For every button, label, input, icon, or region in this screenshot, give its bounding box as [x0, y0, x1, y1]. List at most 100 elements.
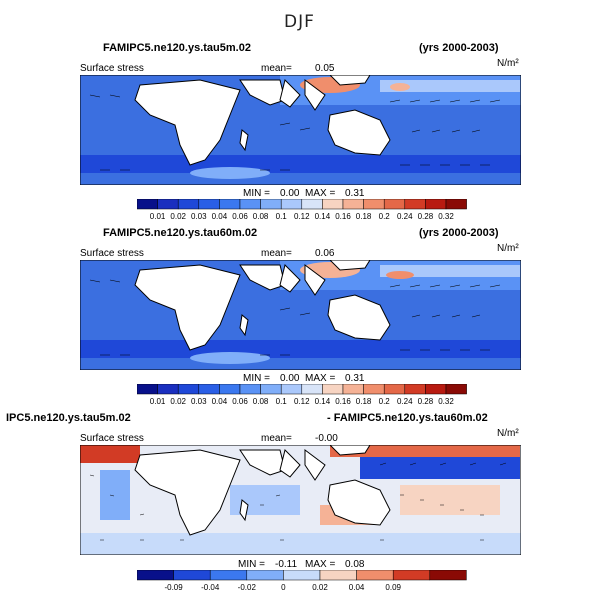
- panel2-max-label: MAX =: [305, 373, 336, 384]
- panel1-land-seasia: [304, 79, 326, 111]
- panel1-vectors: [89, 94, 501, 171]
- colorbar-swatch: [363, 384, 385, 395]
- panel3-anom-northwest: [80, 445, 140, 463]
- colorbar-swatch: [209, 570, 248, 581]
- panel1-units: N/m²: [497, 58, 519, 69]
- panel3-anom-south: [80, 533, 521, 555]
- panel1-land-india: [279, 79, 301, 108]
- panel3-min-value: -0.11: [275, 559, 298, 570]
- colorbar-swatch: [322, 199, 344, 210]
- panel2-vectors: [89, 279, 501, 356]
- colorbar-tick-label: 0.32: [438, 212, 454, 221]
- colorbar-swatch: [383, 199, 406, 210]
- colorbar-swatch: [404, 384, 426, 395]
- panel1-land-australia: [327, 109, 391, 156]
- panel3-anom-pacific-pos: [400, 485, 500, 515]
- panel1-mean-label: mean=: [261, 63, 292, 74]
- colorbar-swatch: [322, 384, 344, 395]
- panel1-high-north-2: [390, 83, 410, 91]
- colorbar-swatch: [404, 199, 426, 210]
- panel3-land-seasia: [304, 449, 326, 481]
- colorbar-tick-label: 0.06: [232, 212, 248, 221]
- colorbar-swatch: [239, 199, 261, 210]
- panel2-mean-value: 0.06: [315, 248, 335, 259]
- panel2-land-india: [279, 264, 301, 293]
- colorbar-tick-label: 0.04: [349, 583, 365, 592]
- panel1-land-africa: [134, 79, 241, 166]
- panel3-anom-atlantic: [100, 470, 130, 520]
- colorbar-swatch: [157, 384, 179, 395]
- panel1-ocean-band-trades: [380, 80, 520, 92]
- colorbar-swatch: [445, 384, 467, 395]
- colorbar-tick-label: 0.02: [170, 212, 186, 221]
- colorbar-swatch: [363, 199, 385, 210]
- panel1-mean-value: 0.05: [315, 63, 335, 74]
- colorbar-tick-label: 0.28: [418, 212, 434, 221]
- panel3-anom-north-neg: [360, 457, 520, 479]
- panel1-min-value: 0.00: [280, 188, 300, 199]
- panel1-max-value: 0.31: [345, 188, 365, 199]
- panel3-min-label: MIN =: [238, 559, 265, 570]
- colorbar-tick-label: 0.14: [315, 212, 331, 221]
- colorbar-swatch: [157, 199, 179, 210]
- colorbar-tick-label: 0.1: [276, 212, 288, 221]
- colorbar-tick-label: 0: [281, 583, 286, 592]
- colorbar-swatch: [173, 570, 211, 581]
- panel1-title-right: (yrs 2000-2003): [419, 42, 499, 54]
- colorbar-swatch: [137, 384, 158, 395]
- colorbar-tick-label: 0.04: [212, 397, 228, 406]
- colorbar-tick-label: -0.02: [238, 583, 257, 592]
- colorbar-tick-label: 0.12: [294, 212, 310, 221]
- panel1-variable-label: Surface stress: [80, 63, 144, 74]
- figure-title: DJF: [284, 12, 315, 32]
- colorbar-swatch: [392, 570, 431, 581]
- panel3-land-australia: [327, 479, 391, 526]
- colorbar-tick-label: 0.04: [212, 212, 228, 221]
- colorbar-tick-label: 0.03: [191, 212, 207, 221]
- colorbar-tick-label: 0.28: [418, 397, 434, 406]
- colorbar-tick-label: 0.12: [294, 397, 310, 406]
- colorbar-tick-label: 0.08: [253, 212, 269, 221]
- colorbar-swatch: [383, 384, 406, 395]
- colorbar-tick-label: 0.02: [170, 397, 186, 406]
- colorbar-tick-label: -0.04: [201, 583, 220, 592]
- panel2-min-label: MIN =: [243, 373, 270, 384]
- panel3-mean-label: mean=: [261, 433, 292, 444]
- colorbar-swatch: [280, 384, 303, 395]
- colorbar-tick-label: 0.02: [312, 583, 328, 592]
- panel2-land-arabia: [239, 264, 286, 291]
- panel2-high-north-2: [386, 271, 414, 279]
- panel3-map: [80, 445, 521, 555]
- panel1-land-arabia: [239, 79, 286, 106]
- panel2-min-value: 0.00: [280, 373, 300, 384]
- colorbar-tick-label: 0.06: [232, 397, 248, 406]
- panel2-title-right: (yrs 2000-2003): [419, 227, 499, 239]
- panel2-mean-label: mean=: [261, 248, 292, 259]
- colorbar-swatch: [219, 384, 241, 395]
- colorbar-tick-label: 0.18: [356, 397, 372, 406]
- panel3-land-asia-north: [329, 445, 371, 456]
- colorbar-tick-label: 0.14: [315, 397, 331, 406]
- colorbar-swatch: [445, 199, 467, 210]
- colorbar-swatch: [425, 384, 447, 395]
- panel3-title-left: IPC5.ne120.ys.tau5m.02: [6, 412, 131, 424]
- panel2-units: N/m²: [497, 243, 519, 254]
- panel1-title-left: FAMIPC5.ne120.ys.tau5m.02: [103, 42, 251, 54]
- panel3-vectors: [89, 462, 507, 541]
- panel3-max-label: MAX =: [305, 559, 336, 570]
- panel2-ocean-band-trades: [380, 265, 520, 277]
- panel2-land-africa: [134, 264, 241, 351]
- colorbar-swatch: [301, 199, 323, 210]
- panel3-units: N/m²: [497, 428, 519, 439]
- colorbar-tick-label: 0.32: [438, 397, 454, 406]
- colorbar-swatch: [137, 199, 158, 210]
- colorbar-swatch: [280, 199, 303, 210]
- panel1-max-label: MAX =: [305, 188, 336, 199]
- panel2-ocean-band-south: [80, 340, 521, 358]
- colorbar-tick-label: 0.01: [150, 212, 166, 221]
- colorbar-tick-label: 0.2: [379, 397, 391, 406]
- colorbar-swatch: [219, 199, 241, 210]
- panel3-variable-label: Surface stress: [80, 433, 144, 444]
- colorbar-swatch: [342, 199, 364, 210]
